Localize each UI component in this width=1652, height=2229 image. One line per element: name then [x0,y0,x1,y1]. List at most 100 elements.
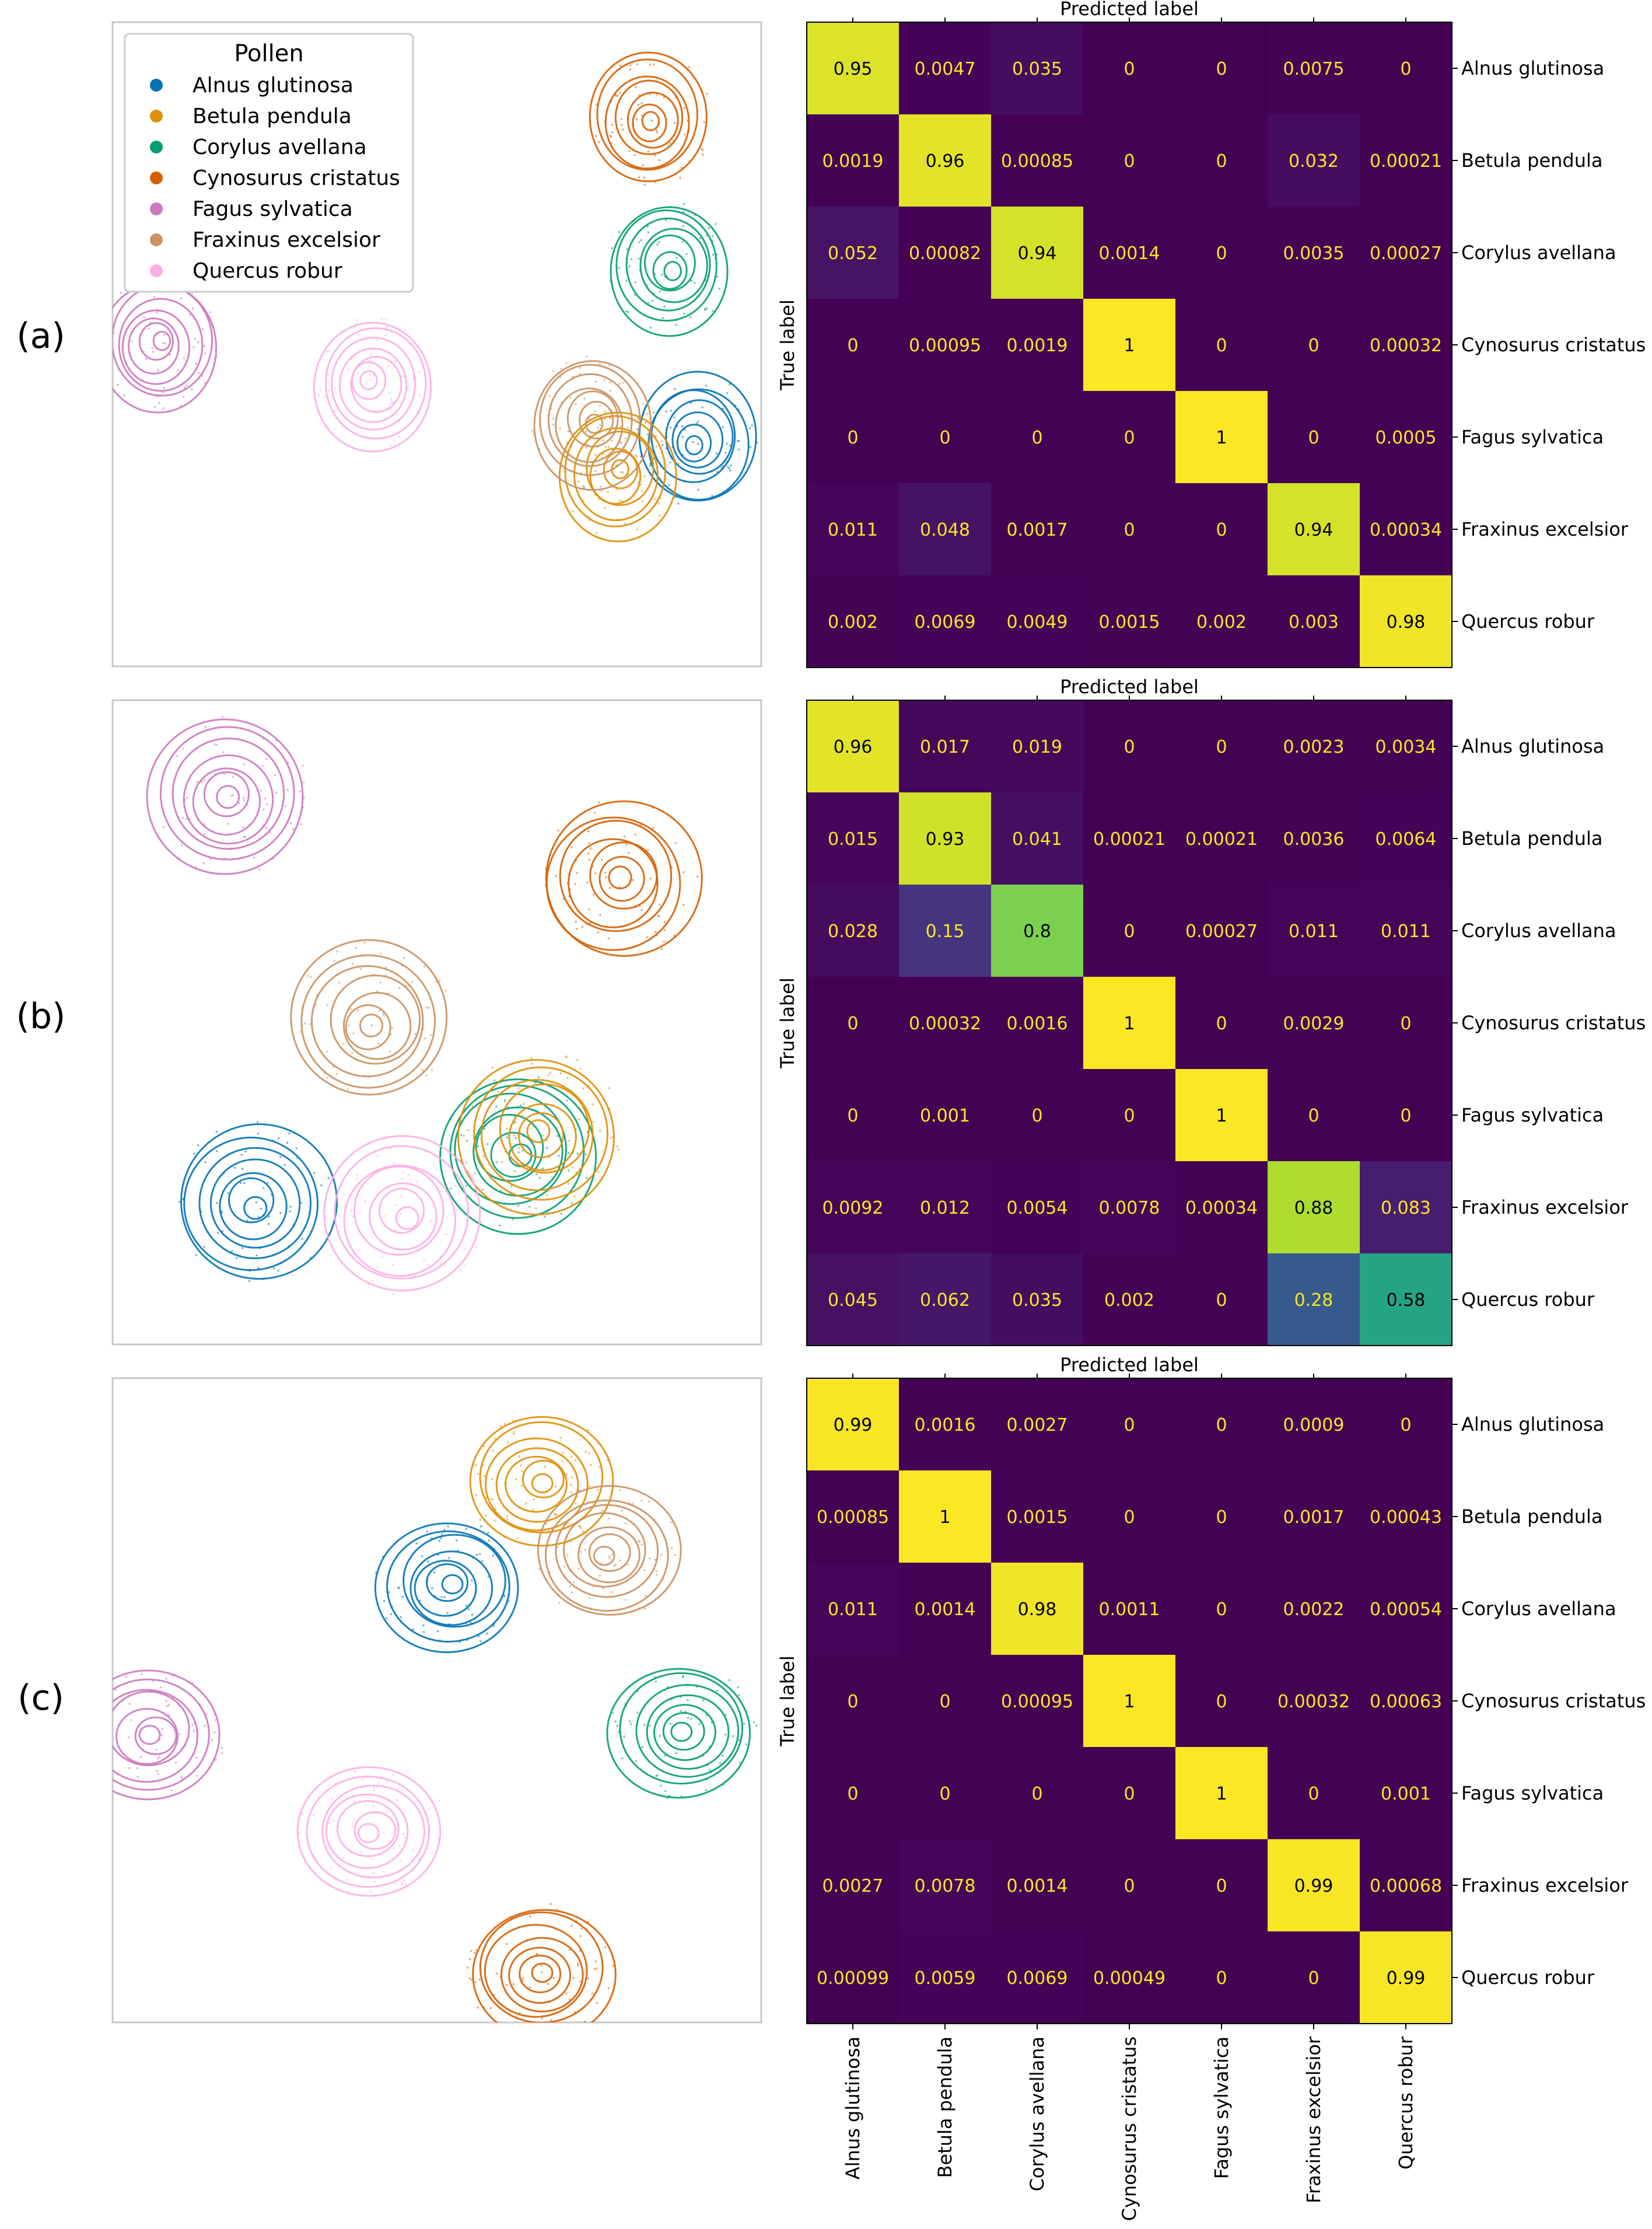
scatter-point [588,908,590,911]
scatter-point [549,1071,552,1074]
scatter-point [632,879,634,882]
scatter-point [488,1539,491,1542]
scatter-point [598,363,601,365]
scatter-point [586,881,589,884]
scatter-point [522,1977,524,1980]
cell-value: 0.0014 [915,1599,976,1620]
scatter-point [520,1114,523,1117]
cell-value: 0.95 [834,59,873,79]
scatter-point [352,1821,355,1824]
scatter-point [581,925,583,928]
scatter-point [540,2032,542,2034]
scatter-point [109,1756,111,1758]
scatter-point [304,1022,306,1025]
scatter-point [516,1537,519,1539]
cell-value: 0.048 [920,520,970,540]
y-tick-label: Cynosurus cristatus [1461,1690,1646,1712]
scatter-point [579,1980,582,1983]
scatter-point [401,1883,404,1886]
scatter-point [505,1942,508,1945]
density-contour [457,1059,615,1216]
density-contour [559,820,673,932]
scatter-point [258,868,261,871]
matrix-cell [807,483,900,576]
cell-value: 0.0014 [1099,243,1160,264]
scatter-point [274,774,276,777]
scatter-point [550,2018,552,2021]
scatter-point [197,1144,200,1147]
scatter-point [262,1187,265,1189]
scatter-point [204,1724,206,1727]
density-contour [519,1954,562,1993]
cell-value: 0.00021 [1185,829,1258,850]
matrix-cell [807,1161,900,1254]
scatter-point [642,402,645,405]
cell-value: 0.011 [1381,921,1431,942]
scatter-point [269,831,272,834]
matrix-cell [807,977,900,1070]
matrix-cell [1175,1470,1268,1563]
matrix-cell [1268,207,1360,299]
scatter-point [400,1213,402,1215]
y-tick-label: Cynosurus cristatus [1461,334,1646,356]
density-contour [545,800,703,957]
scatter-point [504,1098,506,1101]
legend-item-quercus: Quercus robur [150,259,342,283]
matrix-cell [1083,22,1176,115]
density-contour [604,75,690,170]
scatter-point [562,1452,565,1454]
cell-value: 0.0054 [1007,1198,1068,1218]
scatter-point [513,1431,516,1433]
scatter-point [191,1724,194,1726]
scatter-point [575,403,577,406]
scatter-point [560,368,562,370]
matrix-cell [1083,207,1176,299]
scatter-point [676,256,678,259]
scatter-point [163,333,166,336]
cell-value: 0.0019 [822,151,884,172]
scatter-point [314,1003,317,1006]
density-contour [484,1437,589,1532]
scatter-point [591,1992,594,1995]
scatter-point [578,1568,580,1570]
cell-value: 0.012 [920,1198,970,1218]
scatter-point [355,947,357,949]
scatter-point [473,1951,476,1954]
scatter-point [477,1635,480,1638]
scatter-point [202,862,205,865]
scatter-point [565,1055,568,1058]
scatter-point [401,1595,404,1598]
cell-value: 0.083 [1381,1198,1431,1218]
scatter-point [703,121,706,123]
matrix-cell [899,299,992,392]
scatter-point [597,141,600,144]
matrix-cell [1083,885,1176,977]
cell-value: 0 [1216,1876,1227,1896]
scatter-point [691,441,694,443]
scatter-point [675,1752,677,1755]
scatter-point [425,1074,428,1077]
scatter-point [594,1960,597,1963]
cell-value: 0.15 [926,921,965,942]
scatter-point [104,315,106,317]
scatter-point [165,1678,167,1681]
scatter-point [573,1581,575,1584]
scatter-point [704,308,706,310]
matrix-cell [1083,1839,1176,1932]
scatter-point [570,1483,572,1486]
cell-value: 0.00068 [1370,1876,1442,1896]
scatter-point [675,323,677,326]
matrix-cell [1360,1655,1452,1748]
scatter-point [529,1915,531,1918]
matrix-cell [899,114,992,207]
scatter-point [418,371,421,373]
cell-value: 0.011 [1289,921,1339,942]
density-contour [596,58,698,171]
scatter-point [630,1723,632,1725]
scatter-point [578,1525,580,1528]
scatter-point [594,453,597,456]
scatter-point [412,1628,414,1631]
scatter-point [318,394,321,396]
y-tick-label: Betula pendula [1461,149,1603,172]
scatter-point [624,1599,627,1601]
